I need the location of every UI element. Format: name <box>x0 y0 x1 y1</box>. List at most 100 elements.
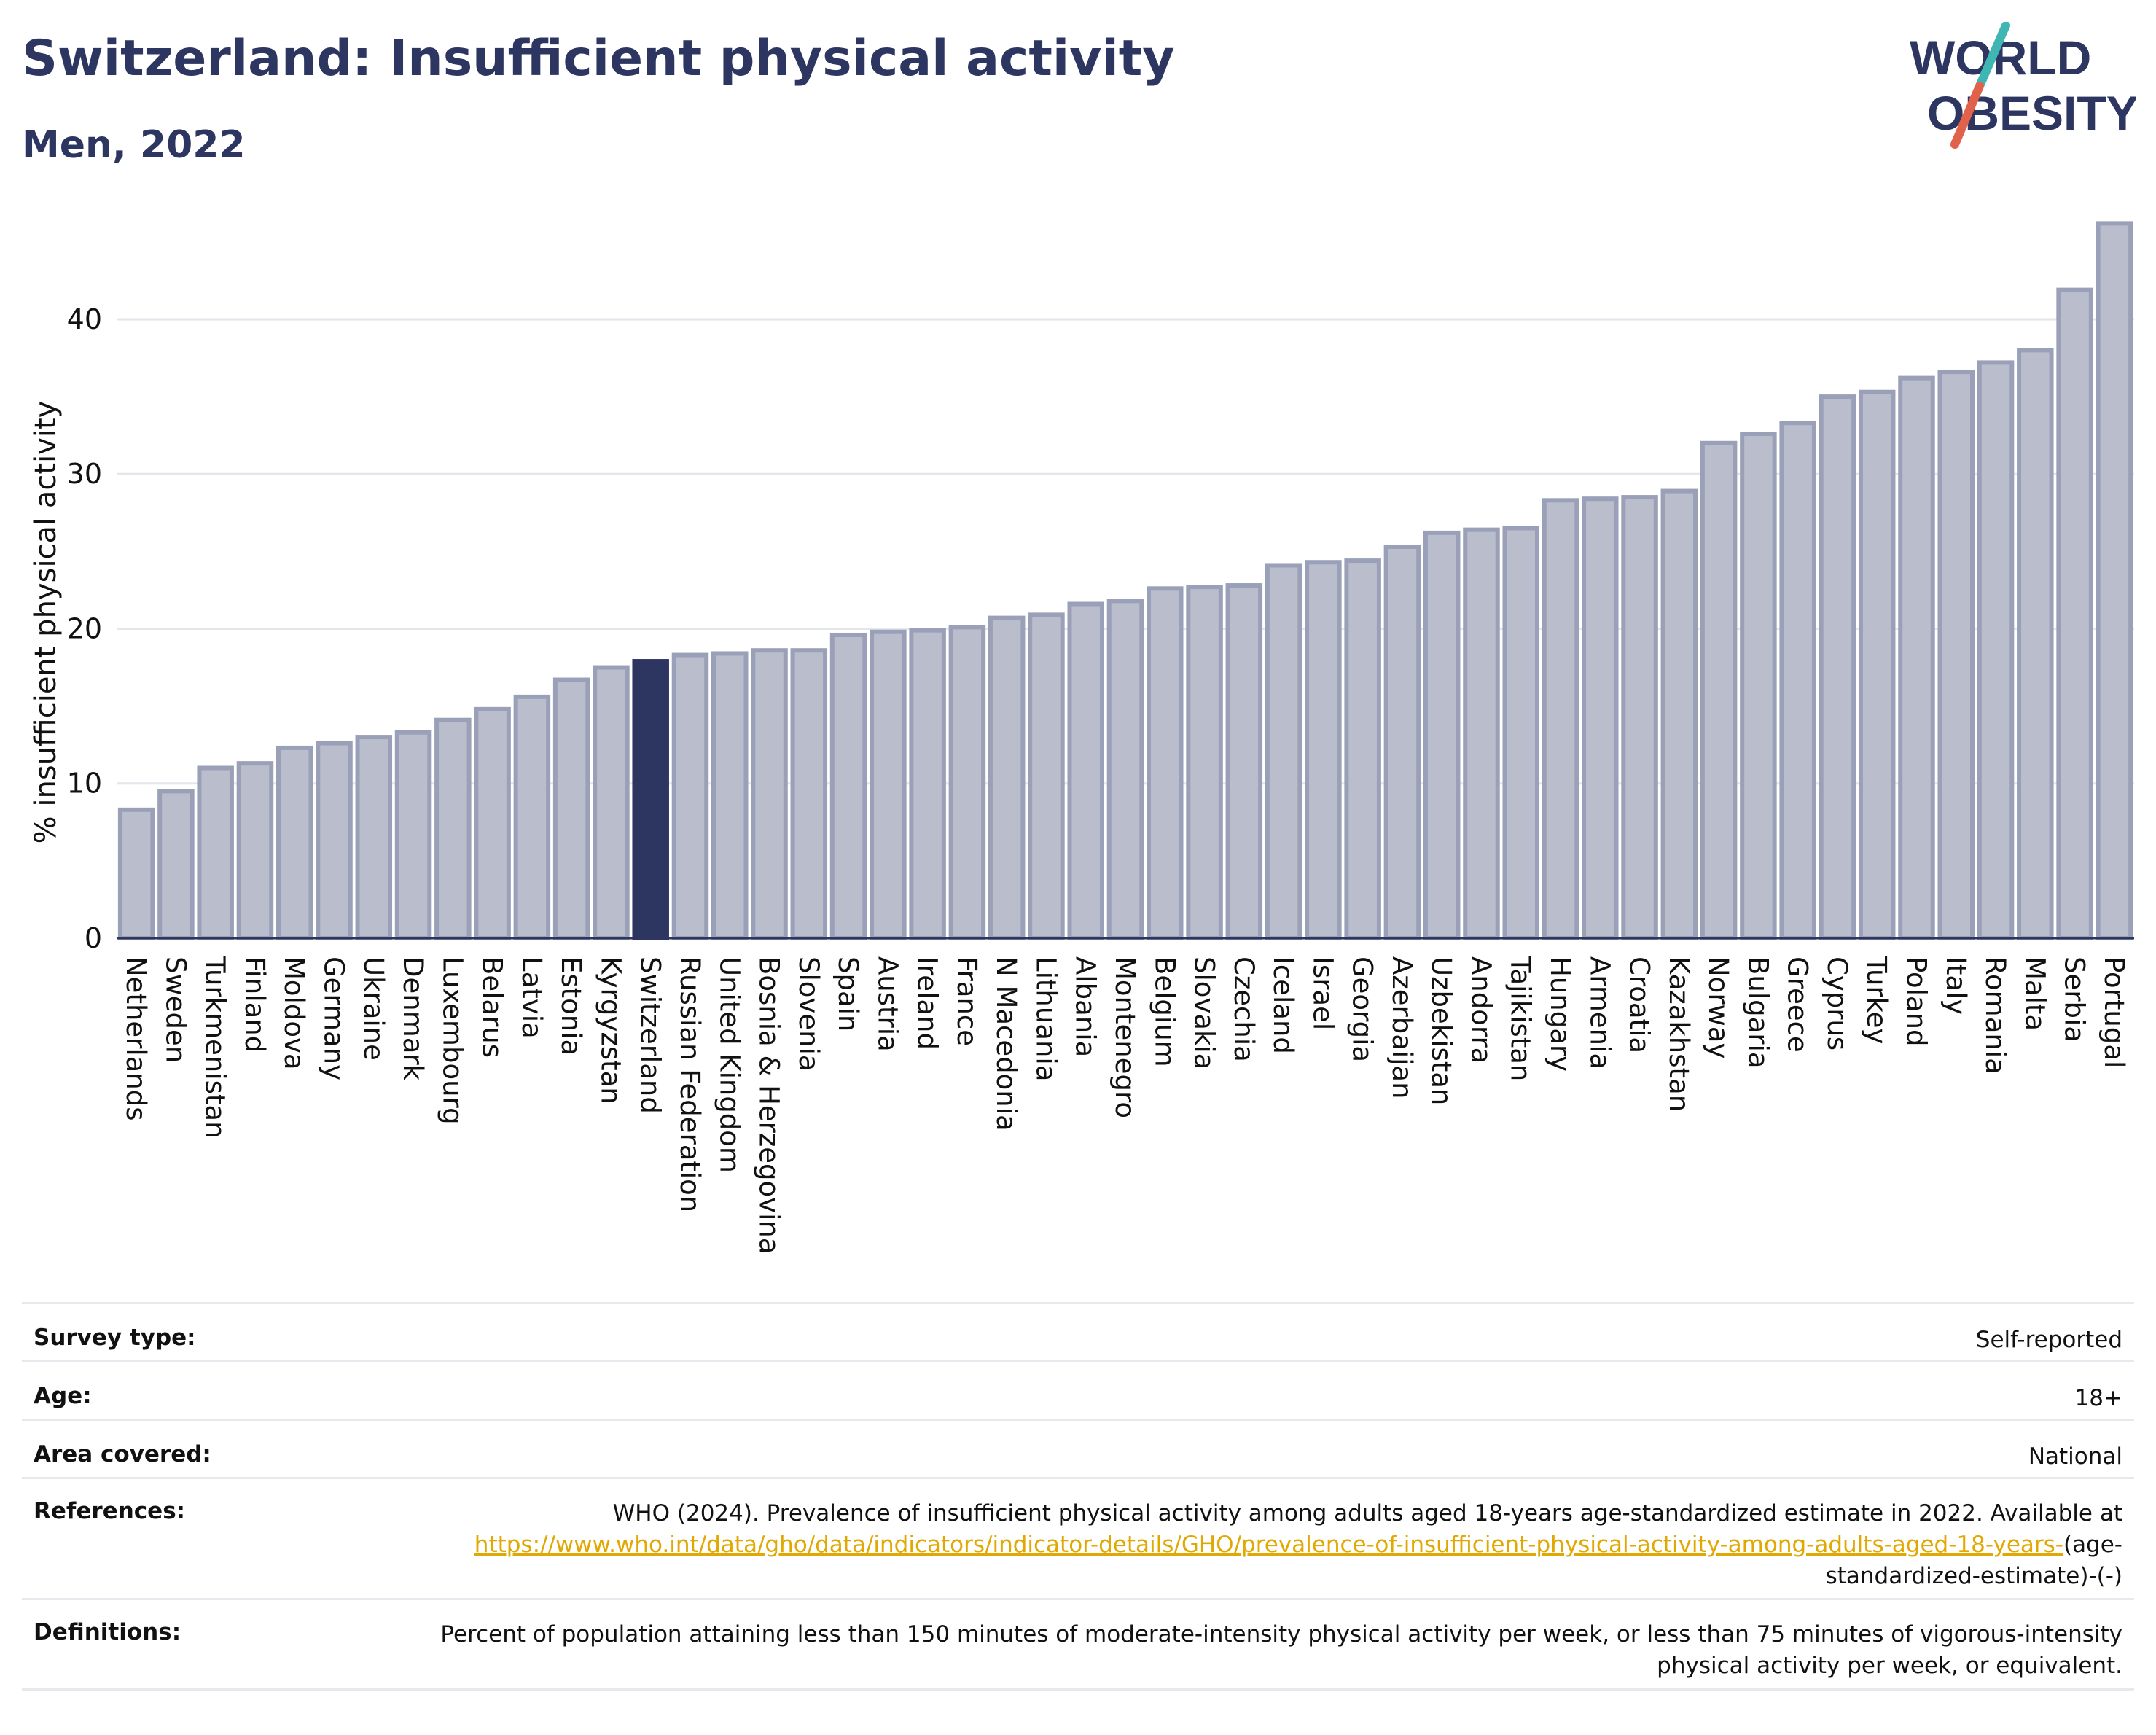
bar-portugal <box>2096 221 2133 940</box>
meta-references-label: References: <box>22 1477 401 1599</box>
meta-survey-type-label: Survey type: <box>22 1302 401 1362</box>
x-tick-label: Iceland <box>1268 956 1299 1054</box>
x-tick-label: Russian Federation <box>674 956 706 1212</box>
bar-greece <box>1779 421 1816 940</box>
bar-slovakia <box>1186 585 1223 940</box>
bar-malta <box>2017 348 2054 940</box>
x-tick-label: Sweden <box>160 956 191 1063</box>
x-tick-label: Netherlands <box>120 956 152 1121</box>
x-tick-label: Bosnia & Herzegovina <box>754 956 785 1254</box>
x-tick-label: Israel <box>1307 956 1338 1030</box>
bar-spain <box>829 632 867 940</box>
y-tick-label: 40 <box>67 303 102 335</box>
x-tick-label: Bulgaria <box>1742 956 1773 1068</box>
bar-israel <box>1305 560 1342 940</box>
meta-area-label: Area covered: <box>22 1419 401 1478</box>
x-tick-label: Germany <box>319 956 350 1080</box>
x-tick-label: Slovenia <box>793 956 824 1071</box>
x-tick-label: Kyrgyzstan <box>595 956 626 1104</box>
x-tick-label: Greece <box>1782 956 1813 1053</box>
x-tick-label: Serbia <box>2059 956 2090 1042</box>
bar-moldova <box>276 745 313 941</box>
x-tick-label: Romania <box>1980 956 2011 1075</box>
bar-n-macedonia <box>988 615 1026 940</box>
logo-slash-teal <box>1975 22 2010 90</box>
x-tick-label: Cyprus <box>1821 956 1853 1050</box>
bar-denmark <box>394 730 432 940</box>
bar-netherlands <box>117 807 155 940</box>
bar-turkey <box>1858 389 1896 940</box>
references-link[interactable]: https://www.who.int/data/gho/data/indica… <box>474 1531 2063 1558</box>
bar-uzbekistan <box>1423 530 1461 940</box>
bar-switzerland <box>632 659 669 940</box>
x-tick-label: Italy <box>1940 956 1972 1015</box>
x-tick-label: Norway <box>1703 956 1734 1058</box>
chart-bars <box>117 221 2133 941</box>
x-tick-label: Czechia <box>1228 956 1259 1062</box>
bar-chart: 0 10 20 30 40 Netherlands Sweden Turkmenistan F… <box>29 221 2134 1254</box>
meta-survey-type-value: Self-reported <box>401 1302 2134 1362</box>
y-axis-label: % insufficient physical activity <box>29 401 63 844</box>
x-tick-label: Malta <box>2019 956 2050 1031</box>
bar-kyrgyzstan <box>593 665 630 940</box>
bar-sweden <box>157 789 195 941</box>
bar-italy <box>1937 370 1975 940</box>
x-tick-label: Lithuania <box>1030 956 1061 1081</box>
references-suffix: (age-standardized-estimate)-(-) <box>1825 1531 2122 1589</box>
bar-lithuania <box>1028 612 1065 940</box>
x-tick-label: Latvia <box>516 956 547 1039</box>
meta-row-references: References: WHO (2024). Prevalence of in… <box>22 1477 2134 1599</box>
meta-area-value: National <box>401 1419 2134 1478</box>
meta-row-area: Area covered: National <box>22 1419 2134 1478</box>
references-text: WHO (2024). Prevalence of insufficient p… <box>612 1500 2122 1527</box>
x-tick-label: France <box>951 956 983 1046</box>
x-tick-label: N Macedonia <box>991 956 1022 1131</box>
bar-poland <box>1898 375 1935 940</box>
world-obesity-logo: WORLD OBESITY <box>1910 22 2136 149</box>
bar-hungary <box>1542 498 1579 940</box>
y-tick-label: 30 <box>67 458 102 490</box>
meta-row-survey-type: Survey type: Self-reported <box>22 1302 2134 1362</box>
bar-romania <box>1977 360 2015 940</box>
chart-title: Switzerland: Insufficient physical activ… <box>22 30 1175 87</box>
bar-turkmenistan <box>197 765 234 940</box>
bar-slovenia <box>790 648 828 940</box>
bar-belgium <box>1147 586 1184 940</box>
x-tick-label: Turkey <box>1861 956 1892 1044</box>
x-tick-label: Tajikistan <box>1505 956 1536 1081</box>
meta-row-age: Age: 18+ <box>22 1360 2134 1420</box>
meta-references-value: WHO (2024). Prevalence of insufficient p… <box>401 1477 2134 1599</box>
x-tick-label: Spain <box>832 956 864 1032</box>
x-tick-label: Hungary <box>1544 956 1576 1072</box>
y-axis-ticks: 0 10 20 30 40 <box>67 303 102 954</box>
bar-cyprus <box>1819 394 1856 940</box>
x-tick-label: Albania <box>1070 956 1101 1057</box>
y-tick-label: 0 <box>85 922 102 954</box>
y-tick-label: 10 <box>67 768 102 800</box>
x-tick-label: Portugal <box>2098 956 2130 1068</box>
x-tick-label: Andorra <box>1465 956 1496 1064</box>
meta-row-definitions: Definitions: Percent of population attai… <box>22 1598 2134 1691</box>
metadata-table: Survey type: Self-reported Age: 18+ Area… <box>22 1302 2134 1691</box>
x-tick-label: Croatia <box>1624 956 1655 1053</box>
bar-austria <box>870 629 907 940</box>
x-tick-label: Moldova <box>278 956 310 1070</box>
x-tick-label: Georgia <box>1347 956 1378 1062</box>
chart-subtitle: Men, 2022 <box>22 123 246 167</box>
x-tick-label: Slovakia <box>1189 956 1220 1069</box>
bar-russian-federation <box>671 652 709 940</box>
bar-montenegro <box>1106 599 1144 940</box>
bar-tajikistan <box>1502 526 1539 940</box>
bar-latvia <box>513 694 551 941</box>
logo-slash-red <box>1950 82 1984 149</box>
y-tick-label: 20 <box>67 612 102 644</box>
bar-finland <box>236 761 274 941</box>
bar-ireland <box>909 628 946 940</box>
x-tick-label: Montenegro <box>1109 956 1141 1118</box>
bar-armenia <box>1582 496 1619 940</box>
bar-luxembourg <box>434 717 472 940</box>
bar-norway <box>1700 440 1738 940</box>
meta-age-value: 18+ <box>401 1360 2134 1420</box>
bar-albania <box>1067 601 1104 940</box>
bar-czechia <box>1225 583 1263 941</box>
